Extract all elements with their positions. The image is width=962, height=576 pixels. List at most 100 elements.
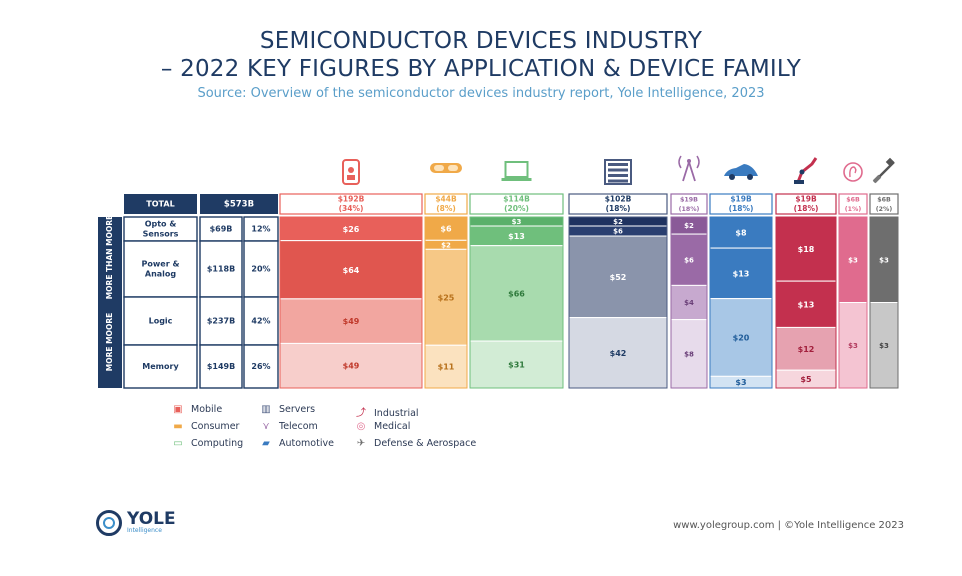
family-share: 42% xyxy=(251,317,270,326)
bar-segment-label: $18 xyxy=(798,245,815,254)
legend-item: ⋎ Telecom xyxy=(258,421,318,432)
app-total-value: $19B xyxy=(795,195,817,204)
bar-segment-label: $52 xyxy=(610,273,627,282)
bar-segment-label: $2 xyxy=(684,222,694,230)
bar-segment xyxy=(709,247,773,300)
total-label: TOTAL xyxy=(146,200,174,209)
group-label-more-than-moore: MORE THAN MOORE xyxy=(105,215,114,300)
family-value: $149B xyxy=(207,362,235,371)
legend-item: ▥ Servers xyxy=(258,404,315,415)
total-value-cell xyxy=(200,194,278,214)
computing-icon xyxy=(501,161,532,181)
industrial-icon xyxy=(794,157,818,184)
app-total-share: (18%) xyxy=(729,204,754,213)
bar-segment-label: $8 xyxy=(735,229,747,238)
mobile-icon: ▣ xyxy=(173,404,183,415)
bar-segment-label: $26 xyxy=(343,225,360,234)
app-total-value: $44B xyxy=(435,195,457,204)
bar-segment-label: $3 xyxy=(512,218,522,226)
app-total-share: (18%) xyxy=(794,204,819,213)
legend-item: ▬ Consumer xyxy=(170,421,239,432)
bar-segment-label: $2 xyxy=(441,241,451,249)
app-total-share: (2%) xyxy=(876,206,893,213)
consumer-icon xyxy=(430,163,462,173)
legend-label: Servers xyxy=(279,404,316,415)
family-share-cell xyxy=(243,216,279,242)
bar-outline xyxy=(568,216,668,389)
bar-segment xyxy=(838,302,868,389)
app-total-value: $19B xyxy=(730,195,752,204)
bar-segment xyxy=(469,245,564,342)
family-value-cell xyxy=(199,240,243,298)
group-band-more-moore xyxy=(98,297,122,388)
legend-label: Medical xyxy=(374,421,411,432)
bar-segment-label: $66 xyxy=(508,289,525,298)
chart-title-line2: – 2022 KEY FIGURES BY APPLICATION & DEVI… xyxy=(160,56,802,82)
family-value: $118B xyxy=(207,265,235,274)
bar-outline xyxy=(838,216,868,389)
bar-segment-label: $3 xyxy=(879,342,889,350)
group-label-more-moore: MORE MOORE xyxy=(105,313,114,371)
bar-segment-label: $25 xyxy=(438,293,455,302)
family-value: $237B xyxy=(207,317,235,326)
telecom-icon xyxy=(678,155,700,182)
app-total-cell xyxy=(469,193,564,215)
telecom-icon: ⋎ xyxy=(262,421,270,432)
automotive-icon: ▰ xyxy=(262,438,270,449)
bar-segment-label: $5 xyxy=(800,375,812,384)
app-total-value: $102B xyxy=(605,195,632,204)
total-value: $573B xyxy=(224,200,254,210)
family-name-cell xyxy=(123,296,198,346)
app-total-value: $19B xyxy=(680,197,698,204)
app-total-cell xyxy=(568,193,668,215)
bar-outline xyxy=(869,216,899,389)
bar-segment-label: $12 xyxy=(798,345,815,354)
family-value: $69B xyxy=(210,225,233,234)
footer: www.yolegroup.com | ©Yole Intelligence 2… xyxy=(673,520,904,531)
bar-segment-label: $42 xyxy=(610,349,627,358)
bar-outline xyxy=(709,216,773,389)
legend-label: Defense & Aerospace xyxy=(374,438,477,449)
bar-outline xyxy=(775,216,837,389)
app-total-share: (18%) xyxy=(679,206,700,213)
group-band-more-than-moore xyxy=(98,217,122,297)
bar-segment-label: $64 xyxy=(343,266,360,275)
bar-segment-label: $20 xyxy=(733,333,750,342)
legend-label: Telecom xyxy=(279,421,318,432)
family-share: 12% xyxy=(251,225,270,234)
total-label-cell xyxy=(124,194,197,214)
legend-item: ⤴ Industrial xyxy=(353,404,419,419)
yole-logo: YOLE Intelligence xyxy=(96,510,176,536)
legend-label: Automotive xyxy=(279,438,334,449)
servers-icon xyxy=(604,159,632,185)
app-total-value: $192B xyxy=(338,195,365,204)
family-name-cell xyxy=(123,240,198,298)
legend-item: ▣ Mobile xyxy=(170,404,222,415)
mobile-icon xyxy=(342,159,360,185)
yole-logo-text: YOLE Intelligence xyxy=(127,511,176,535)
family-share: 20% xyxy=(251,265,270,274)
bar-outline xyxy=(424,216,468,389)
legend-item: ▭ Computing xyxy=(170,438,243,449)
bar-outline xyxy=(469,216,564,389)
logo-name: YOLE xyxy=(127,509,176,529)
app-total-cell xyxy=(838,193,868,215)
computing-icon: ▭ xyxy=(173,438,183,449)
app-total-share: (34%) xyxy=(339,204,364,213)
family-name: Memory xyxy=(142,362,179,371)
app-total-cell xyxy=(709,193,773,215)
family-share-cell xyxy=(243,240,279,298)
legend-item: ◎ Medical xyxy=(353,421,411,432)
app-total-share: (20%) xyxy=(504,204,529,213)
yole-logo-icon xyxy=(96,510,122,536)
legend-label: Industrial xyxy=(374,408,419,419)
app-total-share: (18%) xyxy=(606,204,631,213)
bar-segment xyxy=(568,235,668,319)
bar-segment xyxy=(279,342,423,389)
family-name-line1: Power & xyxy=(142,260,180,269)
app-total-share: (1%) xyxy=(845,206,862,213)
app-total-cell xyxy=(424,193,468,215)
family-value-cell xyxy=(199,296,243,346)
app-total-value: $6B xyxy=(877,197,891,204)
bar-segment xyxy=(670,233,708,286)
